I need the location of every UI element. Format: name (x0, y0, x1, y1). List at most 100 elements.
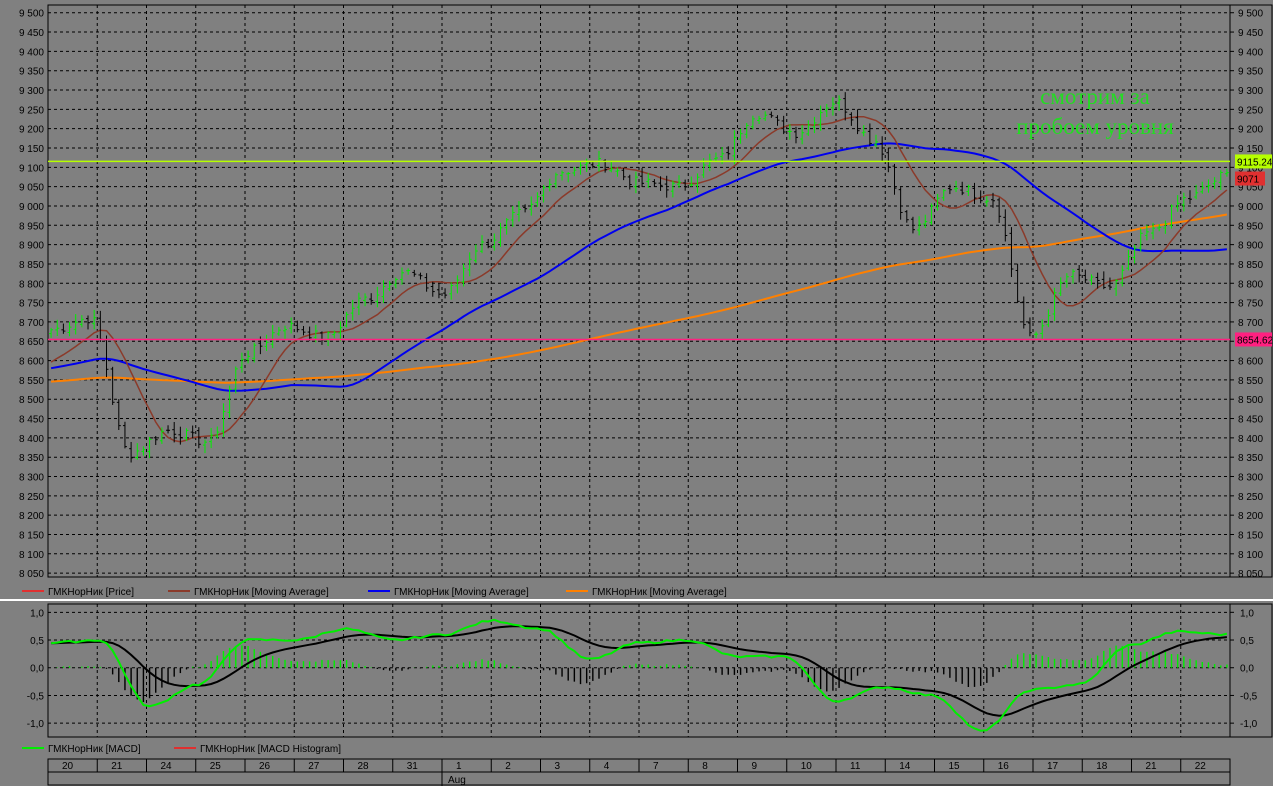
price-bar (455, 275, 460, 294)
time-tick-label: 2 (505, 761, 511, 772)
price-bar (966, 184, 971, 196)
price-bar (947, 184, 952, 195)
level-tag-label: 8654.62 (1237, 335, 1273, 346)
price-bar (572, 166, 577, 177)
price-bar (1163, 220, 1168, 234)
price-tick-label-left: 9 150 (19, 144, 44, 155)
price-tick-label-left: 8 250 (19, 492, 44, 503)
time-tick-label: 27 (308, 761, 320, 772)
price-bar (590, 162, 595, 169)
price-bar (166, 425, 171, 434)
price-bar (726, 146, 731, 160)
price-bar (732, 130, 737, 165)
price-bar (92, 309, 97, 330)
price-bar (1206, 179, 1211, 193)
price-bar (190, 425, 195, 439)
price-bar (689, 176, 694, 187)
annotation-line-2: пробоем уровня (1016, 114, 1174, 139)
price-tick-label-right: 9 350 (1238, 67, 1263, 78)
price-bar (498, 222, 503, 247)
legend-label-ma-mid: ГМКНорНик [Moving Average] (394, 587, 529, 598)
price-tick-label-right: 9 200 (1238, 125, 1263, 136)
price-tick-label-right: 8 350 (1238, 453, 1263, 464)
price-bar (984, 196, 989, 207)
price-bar (436, 283, 441, 299)
price-bar (1034, 331, 1039, 338)
macd-legend: ГМКНорНик [MACD] ГМКНорНик [MACD Histogr… (22, 744, 341, 755)
price-bar (695, 173, 700, 193)
price-bar (806, 120, 811, 136)
price-bar (633, 171, 638, 194)
price-bar (215, 426, 220, 439)
price-bar (344, 311, 349, 328)
price-tick-label-left: 8 650 (19, 337, 44, 348)
price-tick-label-left: 8 900 (19, 241, 44, 252)
price-bar (1212, 177, 1217, 189)
price-tick-label-right: 9 100 (1238, 163, 1263, 174)
price-tick-label-right: 8 800 (1238, 279, 1263, 290)
price-bar (49, 327, 54, 338)
price-bar (1071, 269, 1076, 284)
price-bar (1009, 227, 1014, 278)
price-bar (910, 216, 915, 234)
price-tick-label-left: 8 350 (19, 453, 44, 464)
price-bar (1132, 244, 1137, 264)
price-tick-label-left: 9 300 (19, 86, 44, 97)
time-tick-label: 18 (1096, 761, 1108, 772)
price-bar (227, 385, 232, 418)
time-tick-label: 8 (702, 761, 708, 772)
level-tag-bg (1235, 154, 1272, 169)
time-tick-label: 11 (850, 761, 861, 772)
price-bar (904, 210, 909, 223)
price-bar (399, 267, 404, 285)
macd-tick-label-right: 1,0 (1240, 608, 1254, 619)
price-tick-label-left: 8 400 (19, 434, 44, 445)
price-tick-label-right: 9 150 (1238, 144, 1263, 155)
price-bar (566, 171, 571, 183)
price-bar (664, 175, 669, 198)
price-bar (473, 244, 478, 263)
price-bar (627, 174, 632, 190)
price-bar (270, 325, 275, 349)
price-bar (677, 175, 682, 189)
price-tick-label-left: 8 850 (19, 260, 44, 271)
price-bar (744, 122, 749, 139)
price-tick-label-right: 9 300 (1238, 86, 1263, 97)
price-bar (923, 214, 928, 229)
price-bar (578, 162, 583, 175)
price-tick-label-right: 9 250 (1238, 105, 1263, 116)
price-bar (516, 201, 521, 222)
price-tick-label-right: 9 450 (1238, 28, 1263, 39)
price-tick-label-right: 8 100 (1238, 550, 1263, 561)
horizontal-level-lines[interactable] (48, 160, 1230, 341)
macd-signal-series (51, 625, 1227, 717)
time-axis-labels: 20 21 24 25 26 27 28 31 1 Aug 2 3 4 7 8 9 10 11 14 15 16 17 18… (47, 759, 1206, 786)
price-tick-label-left: 9 450 (19, 28, 44, 39)
price-bar (393, 277, 398, 289)
time-tick-label: 3 (555, 761, 561, 772)
price-bar (369, 293, 374, 305)
price-bar (202, 439, 207, 454)
price-bar (375, 286, 380, 308)
price-tick-label-right: 8 950 (1238, 221, 1263, 232)
price-bar (1003, 209, 1008, 242)
price-bar (793, 126, 798, 144)
price-tick-label-left: 8 300 (19, 473, 44, 484)
time-tick-label: 20 (62, 761, 74, 772)
price-tick-label-left: 8 450 (19, 415, 44, 426)
price-bar (1077, 264, 1082, 283)
price-bar (301, 326, 306, 336)
price-bar (1058, 277, 1063, 297)
price-bar (252, 342, 257, 363)
price-bar (775, 115, 780, 126)
price-tick-label-right: 8 550 (1238, 376, 1263, 387)
price-bar (486, 238, 491, 249)
price-bar (787, 124, 792, 140)
time-tick-label: 21 (111, 761, 123, 772)
price-tick-label-left: 9 000 (19, 202, 44, 213)
price-bar (1194, 184, 1199, 200)
price-bar (1138, 228, 1143, 252)
price-bar (812, 116, 817, 134)
price-bar (239, 352, 244, 373)
